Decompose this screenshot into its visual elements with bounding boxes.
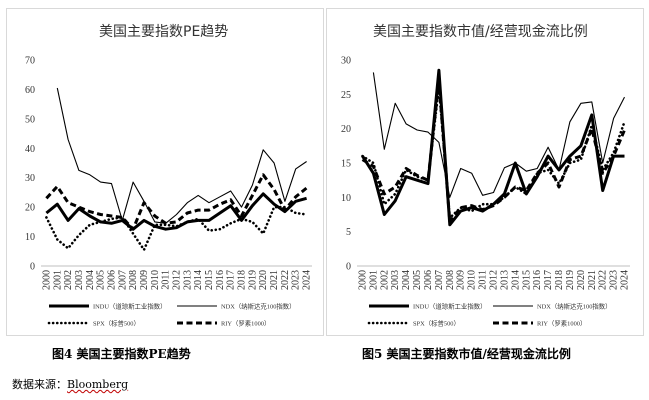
series-line-indu: [45, 192, 307, 231]
x-tick-label: 2005: [412, 270, 423, 290]
series-line-indu: [361, 68, 625, 227]
x-tick-label: 2021: [269, 270, 280, 290]
y-tick-label: 30: [25, 173, 35, 184]
x-tick-label: 2017: [226, 270, 237, 290]
x-tick-label: 2017: [543, 270, 554, 290]
y-tick-label: 70: [25, 56, 35, 67]
legend-label: INDU（道琼斯工业指数）: [93, 301, 167, 310]
x-tick-label: 2022: [280, 270, 291, 290]
x-tick-label: 2003: [74, 270, 85, 290]
x-tick-label: 2016: [532, 270, 543, 290]
x-tick-label: 2016: [215, 270, 226, 290]
x-tick-label: 2020: [258, 270, 269, 290]
figure-caption-5: 图5 美国主要指数市值/经营现金流比例: [362, 347, 571, 361]
x-tick-label: 2010: [150, 270, 161, 290]
series-line-spx: [361, 86, 626, 220]
series-line-ndx: [56, 87, 307, 224]
x-tick-label: 2012: [172, 270, 183, 290]
series-line-spx: [45, 205, 308, 252]
chart-panel-pe: 美国主要指数PE趋势 0 10 20 30 40 50 60 70 2000 2001 2002 200…: [6, 8, 324, 336]
x-tick-label: 2008: [128, 270, 139, 290]
x-tick-label: 2006: [106, 270, 117, 290]
x-tick-label: 2018: [554, 270, 565, 290]
x-tick-label: 2015: [521, 270, 532, 290]
x-tick-label: 2013: [182, 270, 193, 290]
legend-label: NDX（纳斯达克100指数）: [537, 301, 612, 310]
x-tick-label: 2007: [434, 270, 445, 290]
chart-panel-cashflow: 美国主要指数市值/经营现金流比例 0 5 10 15 20 25 30 2000 2001 2002…: [326, 8, 644, 336]
x-tick-label: 2015: [204, 270, 215, 290]
series-line-riy: [361, 79, 626, 223]
y-tick-label: 0: [30, 262, 35, 273]
x-tick-label: 2024: [302, 270, 313, 290]
x-tick-label: 2022: [598, 270, 609, 290]
x-tick-label: 2009: [139, 270, 150, 290]
legend-label: SPX（标普500）: [93, 318, 140, 327]
x-tick-label: 2011: [161, 270, 172, 290]
x-tick-label: 2007: [117, 270, 128, 290]
y-tick-label: 5: [346, 227, 351, 238]
y-tick-label: 25: [341, 90, 351, 101]
x-tick-label: 2001: [52, 270, 63, 290]
x-tick-label: 2024: [620, 270, 631, 290]
y-tick-label: 20: [25, 203, 35, 214]
legend-label: RIY（罗素1000）: [537, 318, 586, 327]
data-source-name: Bloomberg: [67, 378, 129, 391]
x-tick-label: 2000: [41, 270, 52, 290]
y-tick-label: 50: [25, 114, 35, 125]
x-tick-label: 2018: [237, 270, 248, 290]
x-tick-label: 2009: [456, 270, 467, 290]
x-tick-label: 2010: [467, 270, 478, 290]
x-tick-label: 2008: [445, 270, 456, 290]
x-tick-label: 2004: [85, 270, 96, 290]
legend-label: SPX（标普500）: [413, 318, 460, 327]
x-tick-label: 2020: [576, 270, 587, 290]
figure-caption-4: 图4 美国主要指数PE趋势: [52, 347, 191, 361]
legend-label: NDX（纳斯达克100指数）: [221, 301, 296, 310]
x-tick-label: 2002: [63, 270, 74, 290]
legend-label: RIY（罗素1000）: [221, 318, 270, 327]
legend-label: INDU（道琼斯工业指数）: [413, 301, 487, 310]
x-tick-label: 2023: [609, 270, 620, 290]
y-tick-label: 60: [25, 85, 35, 96]
x-tick-label: 2021: [587, 270, 598, 290]
data-source-label: 数据来源：: [12, 378, 67, 391]
x-tick-label: 2019: [247, 270, 258, 290]
x-tick-label: 2004: [401, 270, 412, 290]
x-tick-label: 2000: [357, 270, 368, 290]
y-tick-label: 10: [341, 193, 351, 204]
x-tick-label: 2002: [379, 270, 390, 290]
data-source: 数据来源：Bloomberg: [12, 376, 128, 392]
x-tick-label: 2019: [565, 270, 576, 290]
x-tick-label: 2003: [390, 270, 401, 290]
y-tick-label: 40: [25, 144, 35, 155]
x-tick-label: 2013: [499, 270, 510, 290]
x-tick-label: 2023: [291, 270, 302, 290]
y-tick-label: 15: [341, 159, 351, 170]
x-tick-label: 2006: [423, 270, 434, 290]
x-tick-label: 2014: [510, 270, 521, 290]
chart-title: 美国主要指数市值/经营现金流比例: [373, 23, 588, 40]
series-line-ndx: [372, 72, 625, 198]
x-tick-label: 2014: [193, 270, 204, 290]
y-tick-label: 20: [341, 124, 351, 135]
x-tick-label: 2012: [489, 270, 500, 290]
x-tick-label: 2001: [368, 270, 379, 290]
series-line-riy: [45, 173, 308, 231]
y-tick-label: 0: [346, 262, 351, 273]
x-tick-label: 2005: [96, 270, 107, 290]
chart-title: 美国主要指数PE趋势: [99, 24, 228, 40]
y-tick-label: 30: [341, 56, 351, 67]
y-tick-label: 10: [25, 232, 35, 243]
x-tick-label: 2011: [478, 270, 489, 290]
cashflow-ratio-chart: 美国主要指数市值/经营现金流比例 0 5 10 15 20 25 30 2000 2001 2002…: [341, 23, 631, 327]
